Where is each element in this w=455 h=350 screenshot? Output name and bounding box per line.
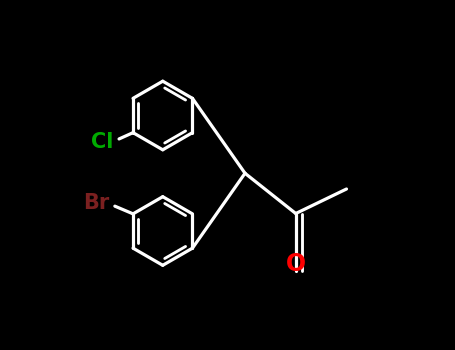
Text: Br: Br: [84, 193, 110, 213]
Text: O: O: [286, 252, 306, 276]
Text: Cl: Cl: [91, 132, 113, 153]
